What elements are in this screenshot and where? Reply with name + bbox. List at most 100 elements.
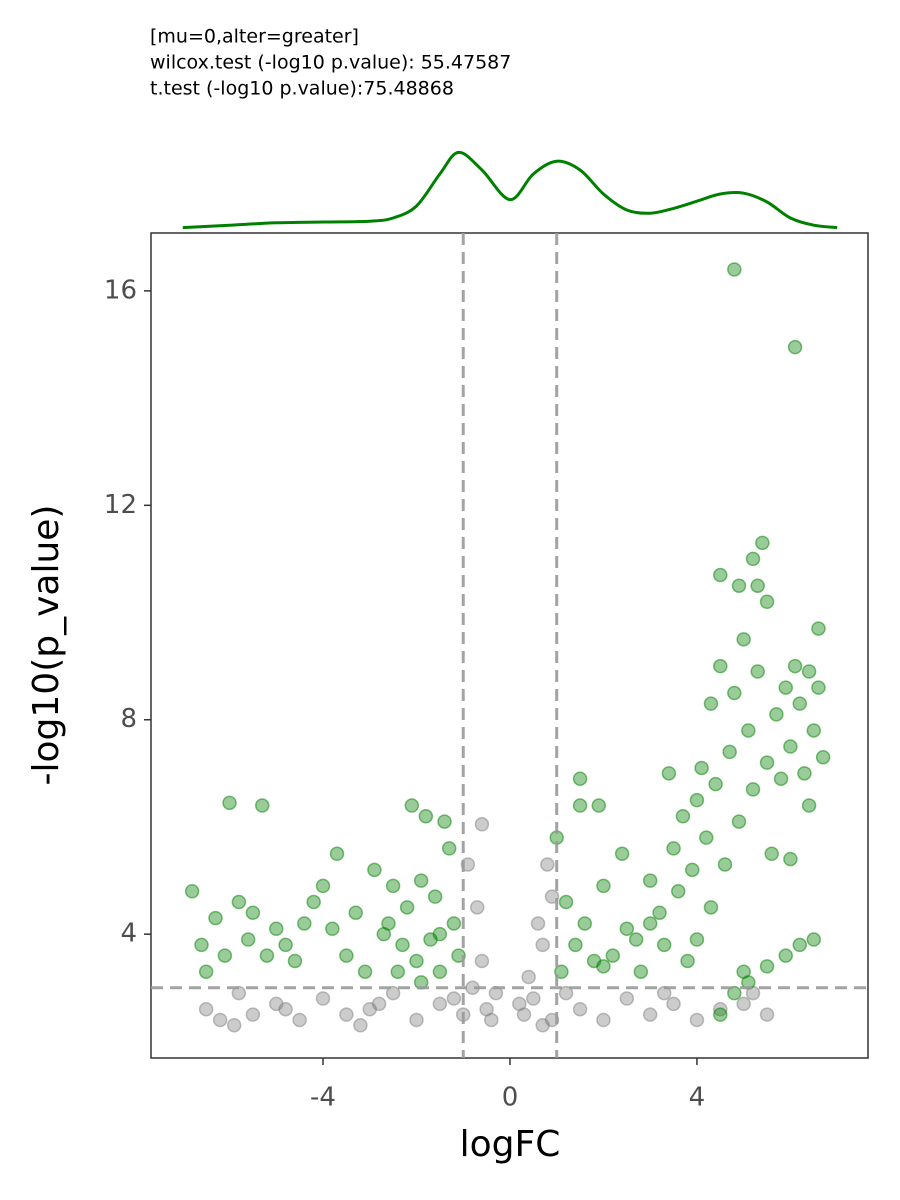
point — [750, 578, 765, 593]
point — [792, 937, 808, 953]
point — [745, 782, 761, 797]
point — [194, 937, 209, 953]
point — [217, 948, 233, 963]
point — [390, 964, 406, 979]
point — [806, 723, 822, 738]
point — [596, 878, 611, 894]
point — [325, 921, 340, 937]
point — [642, 873, 658, 888]
point — [759, 755, 775, 770]
point — [446, 991, 462, 1006]
point — [759, 594, 775, 610]
point — [745, 551, 761, 567]
point — [418, 808, 434, 824]
x-tick-label: 0 — [502, 1083, 519, 1113]
point — [245, 905, 261, 920]
point — [703, 696, 719, 711]
point — [339, 948, 354, 963]
point — [558, 985, 574, 1001]
point — [619, 991, 635, 1006]
point — [432, 964, 448, 979]
point — [736, 632, 751, 647]
point — [292, 1012, 307, 1028]
point — [535, 1018, 550, 1033]
x-tick-label: 4 — [689, 1083, 706, 1113]
point — [427, 889, 443, 904]
point — [572, 771, 588, 786]
point — [596, 1012, 611, 1028]
point — [801, 664, 817, 679]
point — [652, 905, 667, 920]
point — [357, 964, 373, 979]
point — [750, 664, 765, 679]
point — [689, 1012, 705, 1028]
annotation: wilcox.test (-log10 p.value): 55.47587 — [150, 52, 511, 74]
point — [642, 916, 658, 931]
point — [670, 884, 686, 899]
point — [315, 878, 331, 894]
annotation: [mu=0,alter=greater] — [150, 26, 359, 48]
point — [512, 996, 527, 1012]
point — [591, 798, 607, 813]
point — [530, 916, 546, 931]
point — [797, 766, 812, 781]
point — [446, 916, 462, 931]
point — [371, 996, 387, 1012]
point — [773, 771, 789, 786]
point — [558, 894, 574, 910]
point — [666, 841, 681, 856]
point — [811, 680, 826, 695]
point — [815, 750, 831, 765]
point — [437, 814, 452, 829]
point — [432, 926, 448, 942]
point — [685, 862, 700, 878]
point — [469, 900, 485, 915]
y-tick-label: 8 — [120, 704, 137, 734]
point — [572, 798, 588, 813]
point — [198, 1001, 214, 1017]
point — [526, 991, 541, 1006]
point — [474, 817, 490, 832]
point — [778, 680, 793, 695]
point — [413, 873, 429, 888]
point — [226, 1018, 242, 1033]
point — [619, 921, 635, 937]
point — [656, 937, 672, 953]
point — [689, 792, 705, 808]
point — [329, 846, 345, 862]
point — [535, 937, 550, 953]
point — [783, 739, 798, 754]
point — [287, 953, 303, 969]
point — [353, 1018, 368, 1033]
point — [385, 985, 401, 1001]
point — [484, 1012, 499, 1028]
point — [339, 1007, 354, 1022]
point — [787, 339, 803, 355]
point — [801, 798, 817, 813]
point — [245, 1007, 261, 1022]
point — [269, 921, 284, 937]
density-curve — [182, 150, 838, 230]
point — [404, 798, 420, 813]
point — [254, 798, 270, 813]
point — [680, 953, 695, 969]
point — [713, 1001, 728, 1017]
point — [278, 1001, 293, 1017]
point — [661, 766, 677, 781]
point — [713, 658, 728, 674]
point — [689, 932, 705, 947]
point — [727, 262, 742, 277]
point — [306, 894, 321, 910]
point — [409, 953, 424, 969]
point — [259, 948, 275, 963]
point — [778, 948, 793, 963]
point — [605, 948, 621, 963]
point — [722, 744, 737, 760]
y-tick-label: 16 — [104, 275, 137, 305]
point — [811, 621, 826, 636]
x-axis-title: logFC — [460, 1124, 561, 1165]
point — [572, 1001, 588, 1017]
point — [399, 900, 415, 915]
point — [694, 760, 709, 776]
point — [741, 723, 756, 738]
